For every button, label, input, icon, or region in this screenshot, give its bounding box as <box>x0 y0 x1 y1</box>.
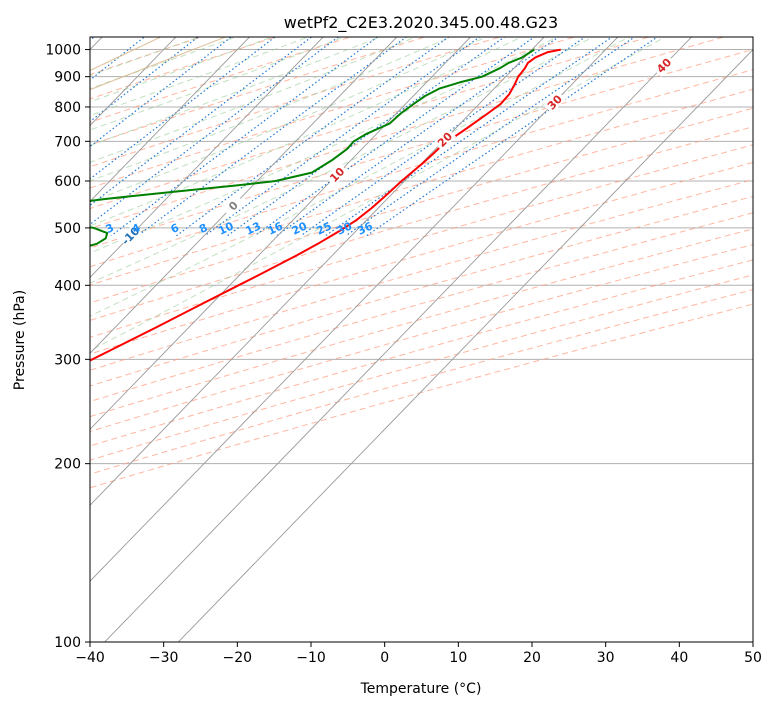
isotherm-line <box>90 37 324 279</box>
isotherm-label-bg <box>119 224 142 248</box>
lcl-arc <box>90 37 163 72</box>
y-tick-label: 500 <box>54 221 81 237</box>
isotherm-label-bg <box>221 194 245 218</box>
dry-adiabat <box>90 212 753 402</box>
y-tick-label: 700 <box>54 134 81 150</box>
y-tick-label: 600 <box>54 174 81 190</box>
dry-adiabat <box>90 37 427 146</box>
isotherm-line <box>90 37 472 430</box>
y-tick-label: 200 <box>54 457 81 473</box>
x-tick-label: 20 <box>523 650 541 666</box>
x-axis-ticks: −40 −30 −20 −10 0 10 20 30 40 50 <box>75 642 762 666</box>
y-axis-ticks: 1000 900 800 700 600 500 400 300 200 100 <box>45 43 90 651</box>
mixing-ratio-label: 20 <box>290 219 310 237</box>
x-tick-label: −20 <box>223 650 253 666</box>
mixing-ratio-line <box>90 37 233 148</box>
moist-adiabat <box>90 37 274 103</box>
mixing-ratio-line <box>204 37 481 237</box>
x-tick-label: 30 <box>597 650 615 666</box>
moist-adiabat <box>90 37 594 284</box>
isotherm-line <box>90 37 619 582</box>
mixing-ratio-label: 16 <box>266 219 286 237</box>
dry-adiabat <box>90 37 502 168</box>
plot-area: -100-90-80-70-60-50-40-30-20-10010203040… <box>90 37 753 642</box>
mixing-ratio-label: 10 <box>216 219 236 237</box>
dry-adiabat <box>90 37 726 230</box>
mixing-ratio-lines <box>90 37 659 237</box>
moist-adiabats <box>90 37 667 352</box>
dry-adiabat <box>90 303 753 489</box>
sounding-traces <box>90 48 561 362</box>
mixing-ratio-line <box>366 37 659 237</box>
x-tick-label: 0 <box>380 650 389 666</box>
y-tick-label: 800 <box>54 100 81 116</box>
x-tick-label: −30 <box>149 650 179 666</box>
x-tick-label: 40 <box>670 650 688 666</box>
isotherm-line <box>90 37 251 203</box>
y-tick-label: 900 <box>54 70 81 86</box>
dry-adiabat <box>90 244 753 433</box>
x-tick-label: 10 <box>449 650 467 666</box>
lcl-arcs <box>90 37 228 91</box>
mixing-ratio-label: 25 <box>314 219 333 237</box>
isotherm-label-bg <box>433 128 457 151</box>
dry-adiabat <box>90 107 753 304</box>
moist-adiabat <box>90 37 488 203</box>
isotherm-label-bg <box>543 90 566 114</box>
isotherm-label-bg <box>652 54 676 77</box>
x-tick-label: −40 <box>75 650 105 666</box>
dry-adiabat <box>90 88 753 286</box>
dewpoint-trace <box>90 48 535 247</box>
x-tick-label: −10 <box>296 650 326 666</box>
moist-adiabat <box>90 37 417 163</box>
y-tick-label: 300 <box>54 352 81 368</box>
mixing-ratio-line <box>300 37 587 237</box>
plot-frame <box>89 36 754 643</box>
mixing-ratio-label: 36 <box>355 219 375 237</box>
lcl-arc <box>90 37 228 91</box>
dry-adiabat <box>90 37 652 210</box>
isotherm-label-bg <box>325 163 349 186</box>
y-tick-label: 1000 <box>45 43 81 59</box>
isotherm-line <box>90 37 398 354</box>
dry-adiabat <box>90 274 753 461</box>
moist-adiabat <box>90 37 559 254</box>
y-axis-label: Pressure (hPa) <box>12 290 28 390</box>
mixing-ratio-line <box>345 37 636 237</box>
dry-adiabat <box>90 37 278 100</box>
y-tick-label: 100 <box>54 635 81 651</box>
chart-title: wetPf2_C2E3.2020.345.00.48.G23 <box>284 13 558 33</box>
mixing-ratio-label: 30 <box>335 219 355 237</box>
mixing-ratio-label: 13 <box>244 219 263 237</box>
mixing-ratio-line <box>137 37 408 237</box>
x-tick-label: 50 <box>744 650 762 666</box>
isotherm-line <box>177 48 753 642</box>
moist-adiabat <box>90 37 346 131</box>
mixing-ratio-line <box>276 37 560 237</box>
mixing-ratio-line <box>90 37 340 226</box>
x-axis-label: Temperature (°C) <box>360 681 482 697</box>
dry-adiabat <box>90 126 753 321</box>
y-tick-label: 400 <box>54 278 81 294</box>
temperature-trace <box>90 48 561 362</box>
moist-adiabat <box>90 37 310 117</box>
isotherm-line <box>104 37 693 642</box>
mixing-ratio-line <box>90 37 146 81</box>
dry-adiabat <box>90 179 753 371</box>
